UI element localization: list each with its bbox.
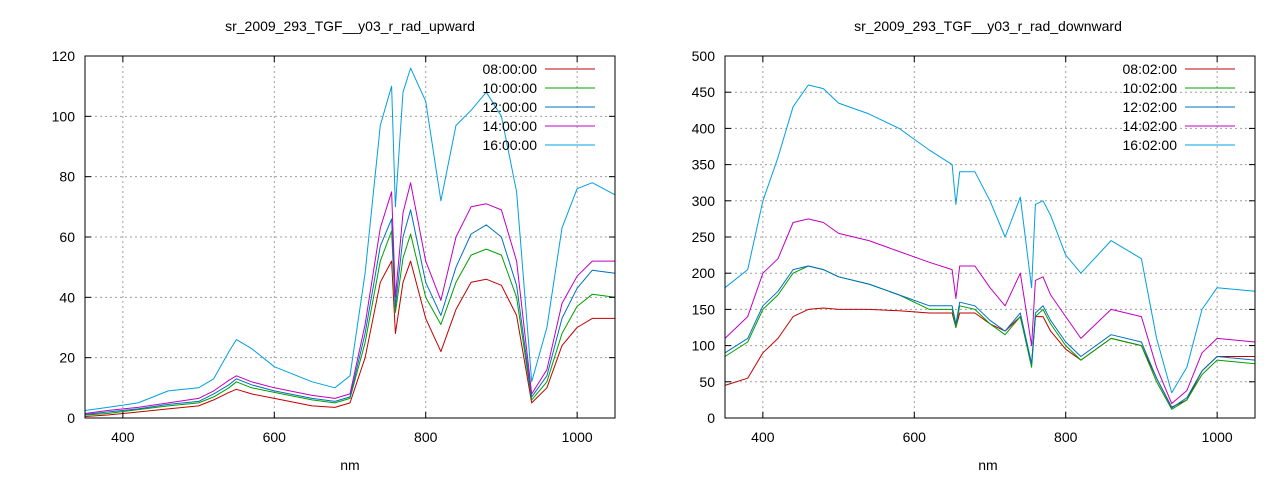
- y-tick-label: 250: [692, 229, 716, 245]
- y-tick-label: 50: [699, 374, 715, 390]
- ticks: 400 600 800 1000 0 20 40 60 80 100 120: [52, 48, 615, 445]
- x-axis-label: nm: [340, 457, 359, 473]
- x-axis-label: nm: [978, 457, 997, 473]
- y-tick-label: 150: [692, 301, 716, 317]
- x-tick-label: 600: [903, 429, 927, 445]
- y-tick-label: 100: [692, 338, 716, 354]
- chart-title: sr_2009_293_TGF__y03_r_rad_upward: [225, 18, 475, 34]
- chart-upward: sr_2009_293_TGF__y03_r_rad_upward 400 600…: [52, 18, 616, 473]
- series-line-16:00:00: [84, 67, 616, 411]
- x-tick-label: 600: [263, 429, 287, 445]
- legend-label: 16:00:00: [483, 137, 538, 153]
- y-tick-label: 40: [59, 289, 75, 305]
- x-tick-label: 400: [751, 429, 775, 445]
- y-tick-label: 450: [692, 84, 716, 100]
- y-tick-label: 60: [59, 229, 75, 245]
- series-line-12:00:00: [84, 209, 616, 415]
- x-tick-label: 800: [414, 429, 438, 445]
- series-line-12:02:00: [724, 265, 1256, 409]
- legend-label: 08:00:00: [483, 61, 538, 77]
- legend-label: 10:02:00: [1123, 80, 1178, 96]
- legend-label: 14:00:00: [483, 118, 538, 134]
- series-line-14:02:00: [724, 218, 1256, 404]
- grid: [725, 56, 1255, 418]
- series-group: [724, 84, 1256, 410]
- series-line-08:00:00: [84, 260, 615, 417]
- legend-label: 08:02:00: [1123, 61, 1178, 77]
- y-tick-label: 100: [52, 108, 76, 124]
- chart-title: sr_2009_293_TGF__y03_r_rad_downward: [854, 18, 1122, 34]
- x-tick-label: 1000: [1202, 429, 1233, 445]
- ticks: 400 600 800 1000 0 50 100 150 200 250 300 350 400 450…: [692, 48, 1255, 445]
- series-group: [84, 67, 616, 417]
- y-tick-label: 300: [692, 193, 716, 209]
- legend: 08:00:00 10:00:00 12:00:00 14:00:00 16:00:00: [483, 61, 595, 153]
- y-tick-label: 500: [692, 48, 716, 64]
- legend: 08:02:00 10:02:00 12:02:00 14:02:00 16:02:00: [1123, 61, 1235, 153]
- y-tick-label: 400: [692, 120, 716, 136]
- y-tick-label: 0: [707, 410, 715, 426]
- legend-label: 12:00:00: [483, 99, 538, 115]
- series-line-08:02:00: [724, 307, 1255, 408]
- legend-label: 16:02:00: [1123, 137, 1178, 153]
- legend-label: 10:00:00: [483, 80, 538, 96]
- y-tick-label: 200: [692, 265, 716, 281]
- legend-label: 12:02:00: [1123, 99, 1178, 115]
- y-tick-label: 0: [67, 410, 75, 426]
- y-tick-label: 350: [692, 157, 716, 173]
- legend-label: 14:02:00: [1123, 118, 1178, 134]
- chart-downward: sr_2009_293_TGF__y03_r_rad_downward 400 6…: [692, 18, 1256, 473]
- y-tick-label: 120: [52, 48, 76, 64]
- x-tick-label: 1000: [562, 429, 593, 445]
- y-tick-label: 20: [59, 350, 75, 366]
- x-tick-label: 400: [111, 429, 135, 445]
- series-line-16:02:00: [724, 84, 1256, 394]
- y-tick-label: 80: [59, 169, 75, 185]
- x-tick-label: 800: [1054, 429, 1078, 445]
- series-line-14:00:00: [84, 182, 615, 414]
